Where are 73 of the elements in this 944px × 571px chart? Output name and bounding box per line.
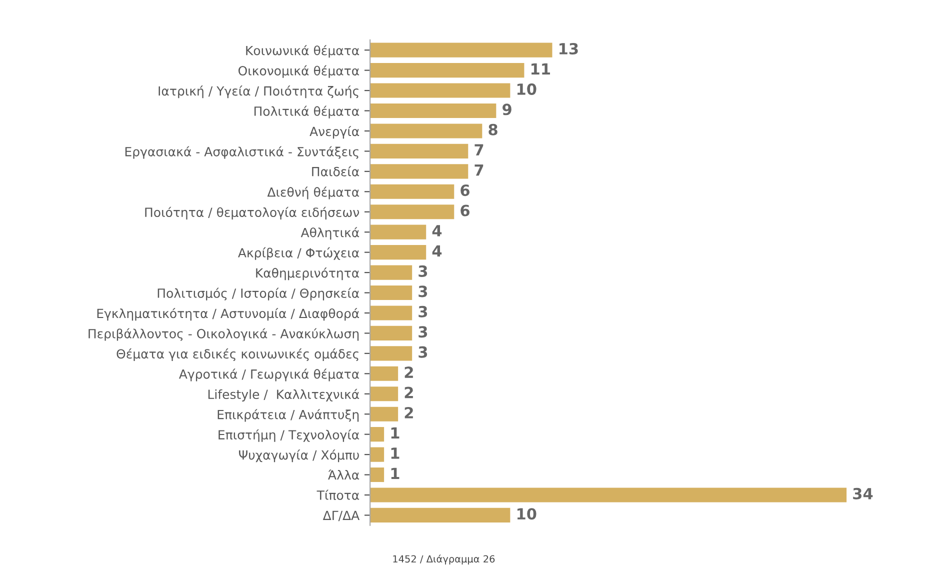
bar <box>370 488 847 502</box>
data-label: 1 <box>391 427 400 439</box>
bar <box>370 164 468 179</box>
data-label: 3 <box>418 265 428 277</box>
y-tick-label: Ποιότητα / θεματολογία ειδήσεων <box>145 206 360 220</box>
data-label: 11 <box>531 63 550 75</box>
data-label: 10 <box>517 508 536 520</box>
y-tick-label: Lifestyle / Καλλιτεχνικά <box>208 388 360 402</box>
y-tick-label: Πολιτικά θέματα <box>254 106 360 118</box>
bar <box>370 83 510 98</box>
data-label: 3 <box>418 326 428 338</box>
data-label: 1 <box>391 448 400 459</box>
data-label: 8 <box>488 124 498 136</box>
y-tick-label: Άλλα <box>328 470 360 480</box>
data-label: 2 <box>404 366 413 378</box>
y-tick-label: Παιδεία <box>312 166 360 176</box>
data-label: 4 <box>432 225 442 236</box>
data-label: 3 <box>418 286 428 298</box>
bar <box>370 224 426 240</box>
y-tick-label: Ιατρική / Υγεία / Ποιότητα ζωής <box>158 86 358 98</box>
y-tick-label: Εργασιακά - Ασφαλιστικά - Συντάξεις <box>125 146 358 159</box>
bar <box>370 346 412 361</box>
y-tick-label: Αγροτικά / Γεωργικά θέματα <box>178 368 360 382</box>
bar <box>370 124 482 138</box>
bar <box>370 63 524 78</box>
data-label: 13 <box>560 42 578 55</box>
data-label: 2 <box>404 406 413 418</box>
bar <box>370 144 468 158</box>
y-tick-label: Επικράτεια / Ανάπτυξη <box>218 409 359 422</box>
text: 1452 / Διάγραμμα 26 <box>393 554 495 564</box>
y-tick-label: Θέματα για ειδικές κοινωνικές ομάδες <box>116 348 358 362</box>
bar <box>370 427 384 442</box>
bar <box>370 508 510 522</box>
data-label: 10 <box>517 83 536 95</box>
bar <box>370 184 454 199</box>
y-tick-label: Ψυχαγωγία / Χόμπυ <box>238 450 359 462</box>
data-label: 3 <box>418 346 428 358</box>
data-label: 34 <box>853 488 873 500</box>
data-label: 7 <box>474 144 484 156</box>
bar <box>370 366 398 381</box>
bar <box>370 467 384 482</box>
bar <box>370 447 384 462</box>
y-tick-label: Περιβάλλοντος - Οικολογικά - Ανακύκλωση <box>88 328 359 341</box>
data-label: 2 <box>404 386 413 398</box>
data-label: 6 <box>460 204 470 216</box>
data-label: 9 <box>502 104 512 116</box>
y-tick-label: Αθλητικά <box>300 227 360 240</box>
y-tick-label: Ανεργία <box>310 126 360 139</box>
y-tick-label: Κοινωνικά θέματα <box>246 45 360 58</box>
y-tick-label: Καθημερινότητα <box>256 268 360 280</box>
y-tick-label: Εγκληματικότητα / Αστυνομία / Διαφθορά <box>97 308 360 321</box>
bar <box>370 326 412 340</box>
y-tick-label: ΔΓ/ΔΑ <box>322 510 360 522</box>
y-tick-label: Οικονομικά θέματα <box>238 65 360 78</box>
bar <box>370 265 412 280</box>
data-label: 7 <box>474 164 484 176</box>
bar <box>370 204 454 220</box>
data-label: 4 <box>432 245 442 257</box>
data-label: 3 <box>418 306 428 318</box>
data-label: 1 <box>391 468 400 479</box>
bar <box>370 245 426 260</box>
bar <box>370 285 412 300</box>
bar <box>370 103 496 118</box>
y-tick-label: Πολιτισμός / Ιστορία / Θρησκεία <box>158 288 360 300</box>
y-tick-label: Τίποτα <box>316 490 360 500</box>
data-label: 6 <box>460 184 470 196</box>
bar <box>370 386 398 402</box>
y-tick-label: Ακρίβεια / Φτώχεια <box>238 247 360 260</box>
bar <box>370 42 552 58</box>
y-tick-label: Επιστήμη / Τεχνολογία <box>218 429 360 442</box>
bar <box>370 306 412 320</box>
bar <box>370 406 398 422</box>
y-tick-label: Διεθνή θέματα <box>267 186 360 200</box>
